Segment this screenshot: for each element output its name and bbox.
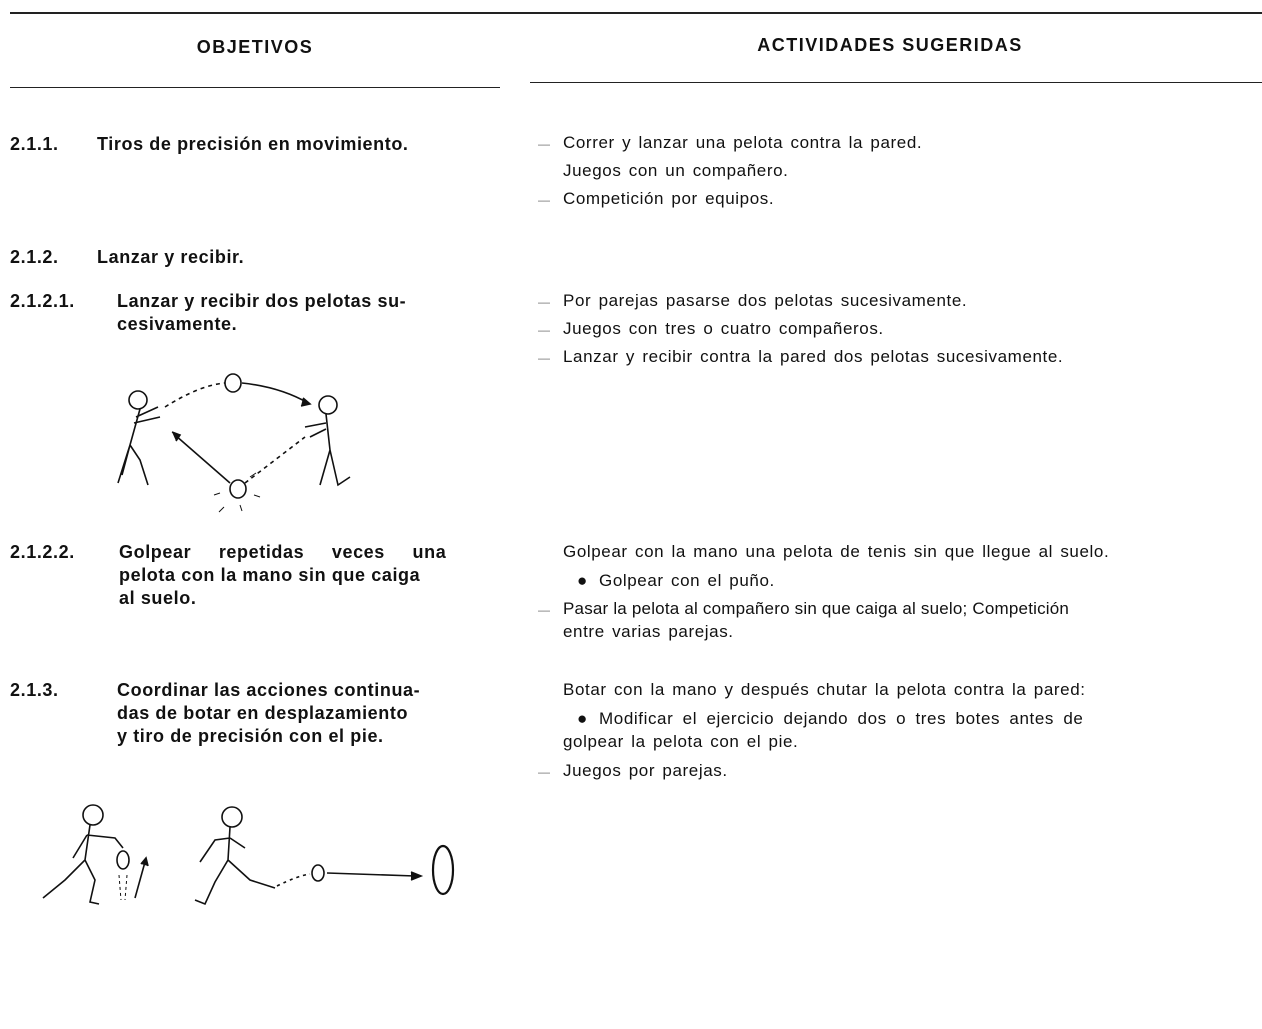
activity: ● Golpear con el puño.	[577, 571, 775, 590]
header-left: OBJETIVOS	[196, 37, 314, 57]
item-title: cesivamente.	[117, 314, 238, 334]
item-title: Golpear repetidas veces una	[119, 542, 447, 562]
item-title: Coordinar las acciones continua-	[117, 680, 421, 700]
illustration-throw	[117, 373, 351, 513]
dash: —	[538, 765, 550, 779]
item-title: Tiros de precisión en movimiento.	[97, 134, 409, 154]
item-number: 2.1.1.	[10, 134, 59, 154]
dash: —	[538, 351, 550, 365]
activity: golpear la pelota con el pie.	[563, 732, 799, 751]
item-number: 2.1.2.	[10, 247, 59, 267]
dash: —	[538, 295, 550, 309]
dash: —	[538, 603, 550, 617]
activity: Juegos con un compañero.	[563, 161, 789, 180]
rule	[530, 82, 1262, 83]
activity: Botar con la mano y después chutar la pe…	[563, 680, 1086, 699]
item-title: y tiro de precisión con el pie.	[117, 726, 384, 746]
activity: Modificar el ejercicio dejando dos o tre…	[599, 709, 1084, 728]
activity: Competición por equipos.	[563, 189, 775, 208]
item-title: al suelo.	[119, 588, 197, 608]
dash: —	[538, 193, 550, 207]
rule	[10, 87, 500, 88]
header-right: ACTIVIDADES SUGERIDAS	[757, 35, 1023, 55]
activity: Golpear con el puño.	[599, 571, 775, 590]
illustration-kick	[42, 804, 455, 906]
activity: ● Modificar el ejercicio dejando dos o tr…	[577, 709, 1084, 728]
activity: Juegos con tres o cuatro compañeros.	[563, 319, 884, 338]
activity: Golpear con la mano una pelota de tenis …	[563, 542, 1110, 561]
item-title: Lanzar y recibir dos pelotas su-	[117, 291, 407, 311]
item-number: 2.1.2.2.	[10, 542, 75, 562]
dash: —	[538, 323, 550, 337]
dash: —	[538, 137, 550, 151]
top-rule	[10, 12, 1262, 14]
activity: entre varias parejas.	[563, 622, 734, 641]
item-number: 2.1.2.1.	[10, 291, 75, 311]
activity: Pasar la pelota al compañero sin que cai…	[563, 599, 1070, 618]
item-title: pelota con la mano sin que caiga	[119, 565, 421, 585]
item-title: Lanzar y recibir.	[97, 247, 245, 267]
activity: Lanzar y recibir contra la pared dos pel…	[563, 347, 1064, 366]
item-number: 2.1.3.	[10, 680, 59, 700]
activity: Correr y lanzar una pelota contra la par…	[563, 133, 923, 152]
activity: Juegos por parejas.	[563, 761, 728, 780]
activity: Por parejas pasarse dos pelotas sucesiva…	[563, 291, 968, 310]
item-title: das de botar en desplazamiento	[117, 703, 409, 723]
